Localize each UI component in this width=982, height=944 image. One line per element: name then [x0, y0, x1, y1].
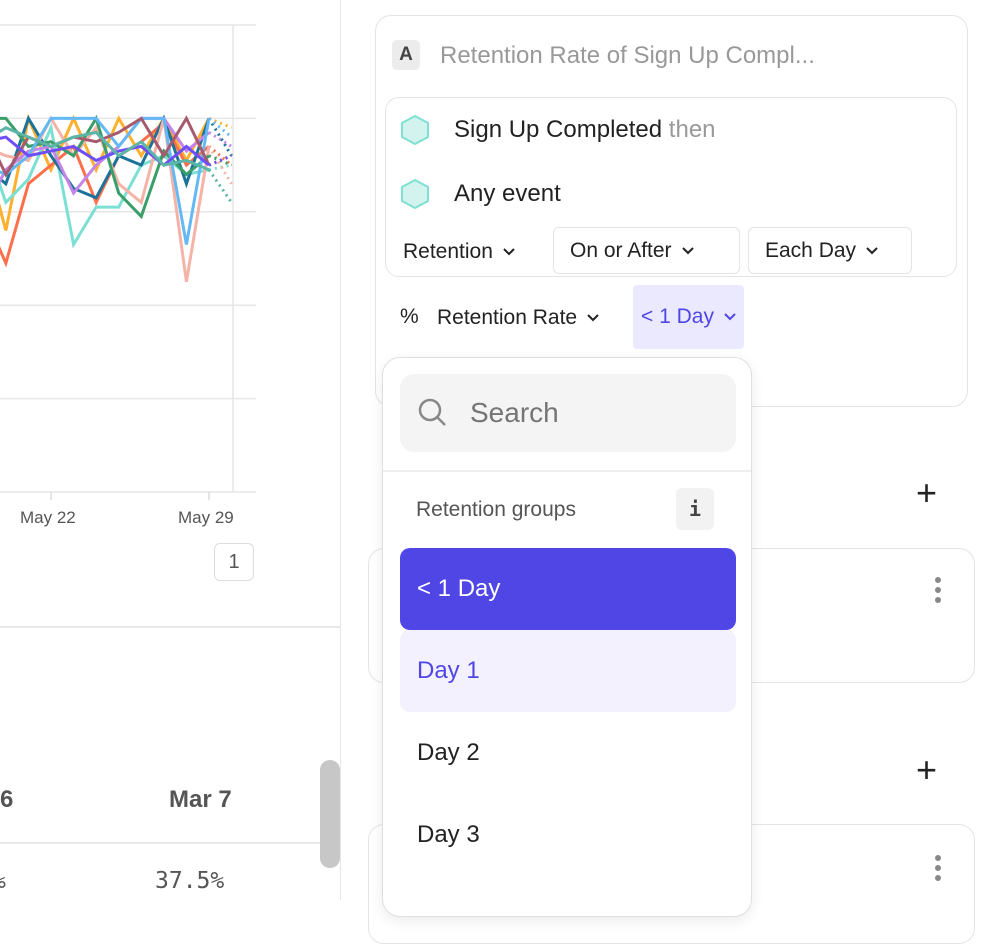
x-tick-label: May 29	[178, 508, 234, 527]
chevron-down-icon	[503, 247, 515, 255]
select-label: On or After	[570, 238, 672, 262]
search-input[interactable]	[470, 397, 710, 429]
add-icon[interactable]: +	[916, 749, 938, 790]
divider	[383, 470, 751, 472]
more-options-icon[interactable]	[935, 855, 941, 881]
select-label: Each Day	[765, 238, 857, 262]
table-header: 6	[0, 786, 14, 813]
page-number-button[interactable]: 1	[214, 543, 254, 581]
series-partial-segment	[207, 117, 233, 157]
retention-type-select[interactable]: Retention	[387, 228, 531, 275]
query-letter-badge: A	[392, 40, 420, 70]
option-day-1[interactable]: Day 1	[400, 630, 736, 712]
chart-pane: May 22 May 29 1 6 Mar 7 % 37.5%	[0, 0, 341, 900]
series-partial-segment	[208, 131, 233, 148]
event-name: Sign Up Completed	[454, 116, 663, 143]
table-divider	[0, 842, 320, 844]
chevron-down-icon	[587, 313, 599, 321]
search-icon	[418, 398, 446, 426]
select-label: Retention	[403, 239, 493, 263]
series-partial-segment	[208, 117, 233, 139]
series-line	[0, 116, 210, 196]
option-less-than-1-day[interactable]: < 1 Day	[400, 548, 736, 630]
search-field[interactable]	[400, 374, 736, 452]
option-day-2[interactable]: Day 2	[417, 739, 480, 766]
more-options-icon[interactable]	[935, 577, 941, 603]
event-name: Any event	[454, 180, 561, 207]
scrollbar-thumb[interactable]	[320, 760, 340, 868]
measure-select[interactable]: Retention Rate	[421, 294, 615, 341]
retention-line-chart	[0, 24, 256, 500]
chevron-down-icon	[681, 246, 694, 254]
table-header: Mar 7	[169, 786, 232, 813]
option-day-3[interactable]: Day 3	[417, 821, 480, 848]
series-line	[0, 135, 210, 168]
series-partial-segment	[208, 163, 232, 172]
query-title[interactable]: Retention Rate of Sign Up Compl...	[440, 42, 815, 69]
chevron-down-icon	[724, 313, 736, 321]
section-label: Retention groups	[416, 498, 576, 521]
x-tick-label: May 22	[20, 508, 76, 527]
series-line	[0, 114, 211, 200]
series-partial-segment	[208, 154, 233, 167]
series-partial-segment	[207, 168, 233, 204]
select-label: Retention Rate	[437, 305, 578, 329]
series-line	[0, 126, 210, 172]
series-partial-segment	[207, 145, 233, 185]
measure-percent-icon: %	[400, 305, 419, 328]
event-connector: then	[668, 116, 716, 143]
table-cell: 37.5%	[155, 868, 225, 894]
info-icon[interactable]: i	[676, 488, 714, 530]
retention-group-select[interactable]: < 1 Day	[633, 285, 744, 349]
on-or-after-select[interactable]: On or After	[553, 227, 740, 274]
event-hexagon-icon	[401, 179, 429, 209]
divider	[0, 626, 340, 628]
event-hexagon-icon	[401, 115, 429, 145]
series-partial-segment	[208, 117, 233, 130]
events-card	[385, 97, 957, 277]
chevron-down-icon	[866, 246, 878, 254]
event-row[interactable]: Sign Up Completed then	[400, 115, 716, 145]
retention-group-dropdown: Retention groups i < 1 Day Day 1 Day 2 D…	[382, 357, 752, 917]
add-icon[interactable]: +	[916, 472, 938, 513]
event-row[interactable]: Any event	[400, 179, 561, 209]
each-day-select[interactable]: Each Day	[748, 227, 912, 274]
select-label: < 1 Day	[641, 305, 714, 328]
table-cell: %	[0, 868, 6, 894]
